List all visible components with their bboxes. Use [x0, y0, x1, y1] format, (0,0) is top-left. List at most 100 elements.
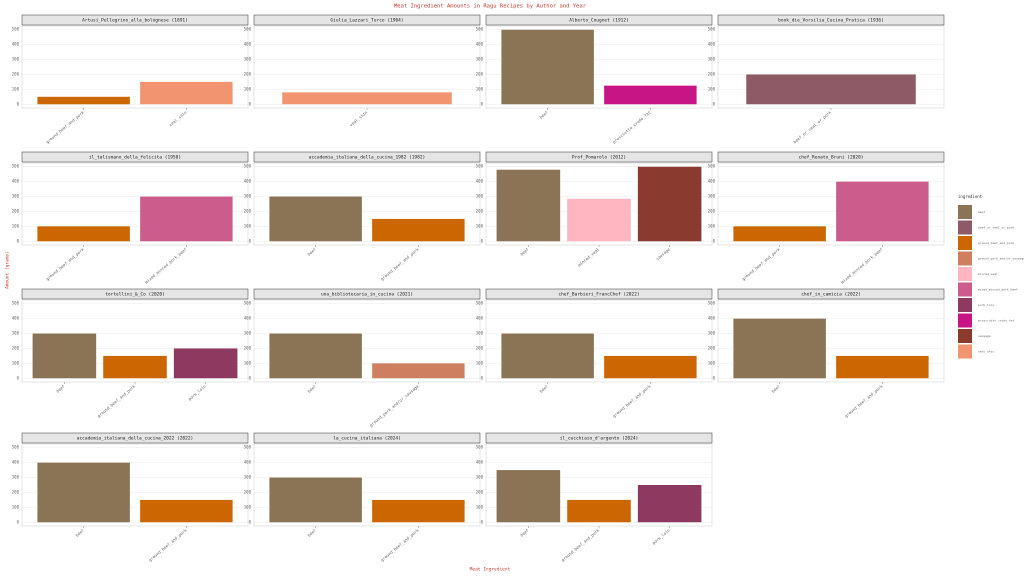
panel-title: chef_Barbieri_FrancChef (2022) [558, 292, 639, 298]
y-tick-label: 300 [244, 57, 252, 62]
x-tick-label: beef [306, 246, 317, 256]
bar [269, 196, 362, 242]
panel-title: Alberto_Cougnet (1912) [569, 18, 629, 24]
y-tick-label: 500 [244, 301, 252, 306]
bar [567, 499, 631, 523]
bar [836, 355, 929, 379]
y-tick-label: 300 [708, 194, 716, 199]
y-tick-label: 400 [12, 42, 20, 47]
y-tick-label: 200 [708, 208, 716, 213]
legend-label: sausage [978, 334, 991, 338]
bar [372, 218, 465, 242]
x-tick-label: ground_beef_and_pork [380, 527, 421, 562]
y-tick-label: 300 [476, 331, 484, 336]
bar [372, 363, 465, 379]
y-tick-label: 400 [476, 316, 484, 321]
y-tick-label: 400 [708, 316, 716, 321]
x-tick-label: ground_beef_and_pork [560, 527, 601, 562]
bar [501, 29, 594, 105]
legend-label: ground_beef_and_pork [978, 241, 1014, 245]
x-tick-label: beef [519, 527, 530, 537]
bar [496, 470, 561, 523]
bar [637, 166, 702, 242]
y-tick-label: 400 [244, 42, 252, 47]
panel-title: tortellini_&_Co (2020) [105, 292, 165, 298]
bar [269, 477, 362, 523]
x-tick-label: ground_beef_and_pork [741, 246, 782, 281]
y-tick-label: 200 [476, 489, 484, 494]
y-tick-label: 500 [244, 164, 252, 169]
panel-title: la_cucina_italiana (2024) [333, 436, 401, 442]
y-tick-label: 200 [244, 489, 252, 494]
bar [37, 462, 130, 523]
strip [21, 432, 249, 444]
x-tick-label: mixed_minced_pork_beef [840, 246, 884, 284]
legend-label: mixed_minced_pork_beef [978, 288, 1018, 292]
y-tick-label: 400 [476, 460, 484, 465]
panel-title: una_bibliotecaria_in_cucina (2021) [321, 292, 413, 298]
legend-label: prosciutto_crudo_fat [978, 319, 1014, 323]
panel-title: chef_Renato_Bruni (2020) [798, 155, 863, 161]
legend-label: beef [978, 210, 985, 214]
bar [604, 355, 697, 379]
panel-title: accademia_italiana_della_cucina_1982 (19… [309, 155, 426, 161]
bar [140, 196, 233, 242]
legend-label: minced_veal [978, 272, 998, 276]
strip [485, 288, 713, 300]
x-tick-label: ground_beef_and_pork [96, 383, 137, 418]
x-tick-label: sausage [655, 246, 672, 261]
y-tick-label: 400 [12, 316, 20, 321]
y-tick-label: 300 [12, 57, 20, 62]
y-tick-label: 0 [17, 519, 20, 524]
x-tick-label: veal_shin [168, 109, 188, 127]
y-tick-label: 400 [708, 42, 716, 47]
legend-label: ground_pork_and/or_sausage [978, 257, 1024, 261]
bar [173, 348, 238, 379]
y-tick-label: 100 [708, 360, 716, 365]
y-tick-label: 0 [481, 375, 484, 380]
y-tick-label: 200 [244, 208, 252, 213]
bar [567, 198, 631, 242]
y-tick-label: 100 [476, 360, 484, 365]
y-tick-label: 100 [476, 504, 484, 509]
x-tick-label: beef [55, 383, 66, 393]
legend-label: veal_shin [978, 350, 994, 354]
bar [103, 355, 167, 379]
strip [253, 288, 481, 300]
y-tick-label: 400 [708, 179, 716, 184]
y-tick-label: 300 [476, 57, 484, 62]
legend-swatch [958, 251, 972, 266]
y-tick-label: 200 [708, 345, 716, 350]
y-tick-label: 0 [249, 519, 252, 524]
strip [253, 151, 481, 163]
y-tick-label: 100 [244, 504, 252, 509]
y-tick-label: 200 [708, 71, 716, 76]
y-tick-label: 500 [476, 164, 484, 169]
x-tick-label: beef [74, 527, 85, 537]
legend-swatch [958, 313, 972, 328]
bar [37, 226, 130, 242]
bar [746, 74, 916, 105]
y-tick-label: 400 [12, 179, 20, 184]
legend-label: pork_loin [978, 303, 994, 307]
y-tick-label: 400 [244, 316, 252, 321]
y-tick-label: 300 [476, 475, 484, 480]
x-tick-label: beef_or_veal_or_pork [792, 109, 833, 144]
y-tick-label: 500 [12, 27, 20, 32]
bar [733, 318, 826, 379]
bar [282, 92, 452, 105]
x-tick-label: pork_loin [651, 527, 671, 545]
y-tick-label: 300 [244, 475, 252, 480]
x-tick-label: ground_beef_and_pork [45, 246, 86, 281]
bar [269, 333, 362, 379]
y-tick-label: 0 [481, 101, 484, 106]
bar [836, 181, 929, 242]
panel-title: chef_in_camicia (2022) [801, 292, 861, 298]
strip [21, 151, 249, 163]
strip [21, 14, 249, 26]
y-tick-label: 100 [708, 223, 716, 228]
x-tick-label: ground_beef_and_pork [844, 383, 885, 418]
x-tick-label: ground_beef_and_pork [380, 246, 421, 281]
y-tick-label: 500 [476, 301, 484, 306]
y-tick-label: 100 [12, 360, 20, 365]
